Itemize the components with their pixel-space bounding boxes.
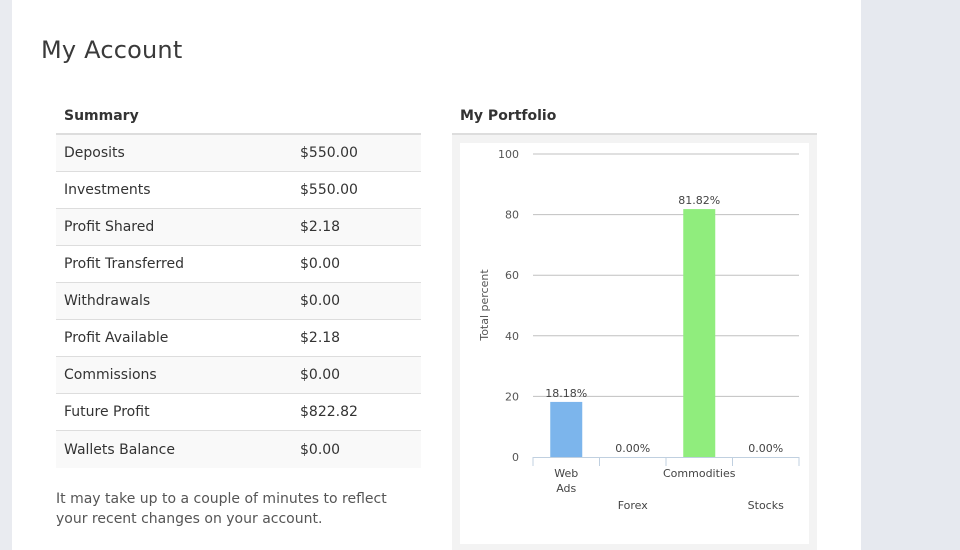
row-label: Commissions bbox=[64, 367, 157, 383]
page-background bbox=[0, 0, 12, 550]
row-value: $0.00 bbox=[300, 441, 341, 458]
row-value: $550.00 bbox=[300, 145, 358, 161]
update-notice: It may take up to a couple of minutes to… bbox=[56, 491, 387, 527]
row-label: Profit Transferred bbox=[64, 256, 184, 272]
row-label: Profit Available bbox=[64, 330, 169, 346]
y-tick-label: 20 bbox=[505, 390, 519, 403]
table-row-investments: Investments $550.00 bbox=[56, 172, 421, 209]
row-label: Future Profit bbox=[64, 404, 150, 420]
data-label: 0.00% bbox=[615, 442, 650, 455]
row-label: Wallets Balance bbox=[64, 441, 175, 458]
table-row-withdrawals: Withdrawals $0.00 bbox=[56, 283, 421, 320]
chart-canvas bbox=[460, 143, 809, 544]
row-value: $0.00 bbox=[300, 367, 341, 383]
y-tick-label: 40 bbox=[505, 330, 519, 343]
summary-divider bbox=[56, 133, 421, 135]
bar bbox=[550, 401, 583, 457]
data-label: 81.82% bbox=[678, 194, 720, 207]
x-tick-label: Forex bbox=[618, 499, 649, 512]
row-label: Withdrawals bbox=[64, 293, 151, 309]
row-value: $2.18 bbox=[300, 219, 341, 235]
row-value: $822.82 bbox=[300, 404, 358, 420]
row-value: $0.00 bbox=[300, 293, 341, 309]
summary-table: Deposits $550.00 Investments $550.00 Pro… bbox=[56, 135, 421, 468]
portfolio-heading: My Portfolio bbox=[460, 108, 557, 124]
row-value: $0.00 bbox=[300, 256, 341, 272]
x-tick-label: Ads bbox=[556, 482, 576, 495]
y-tick-label: 60 bbox=[505, 269, 519, 282]
data-label: 18.18% bbox=[545, 387, 587, 400]
table-row-profit-available: Profit Available $2.18 bbox=[56, 320, 421, 357]
page-title: My Account bbox=[41, 36, 183, 64]
y-tick-label: 100 bbox=[498, 148, 519, 161]
x-tick-label: Web bbox=[554, 467, 578, 480]
table-row-future-profit: Future Profit $822.82 bbox=[56, 394, 421, 431]
row-label: Investments bbox=[64, 182, 151, 198]
data-label: 0.00% bbox=[748, 442, 783, 455]
row-label: Deposits bbox=[64, 145, 125, 161]
summary-heading: Summary bbox=[64, 108, 139, 124]
bar bbox=[683, 209, 716, 457]
table-row-profit-transferred: Profit Transferred $0.00 bbox=[56, 246, 421, 283]
table-row-profit-shared: Profit Shared $2.18 bbox=[56, 209, 421, 246]
y-tick-label: 80 bbox=[505, 209, 519, 222]
y-axis-title: Total percent bbox=[478, 269, 491, 342]
row-value: $2.18 bbox=[300, 330, 341, 346]
x-tick-label: Stocks bbox=[748, 499, 784, 512]
y-tick-label: 0 bbox=[512, 451, 519, 464]
portfolio-divider bbox=[452, 133, 817, 135]
row-value: $550.00 bbox=[300, 182, 358, 198]
row-label: Profit Shared bbox=[64, 219, 155, 235]
table-row-wallets-balance: Wallets Balance $0.00 bbox=[56, 431, 421, 468]
right-gutter bbox=[861, 0, 960, 550]
table-row-commissions: Commissions $0.00 bbox=[56, 357, 421, 394]
table-row-deposits: Deposits $550.00 bbox=[56, 135, 421, 172]
x-tick-label: Commodities bbox=[663, 467, 736, 480]
